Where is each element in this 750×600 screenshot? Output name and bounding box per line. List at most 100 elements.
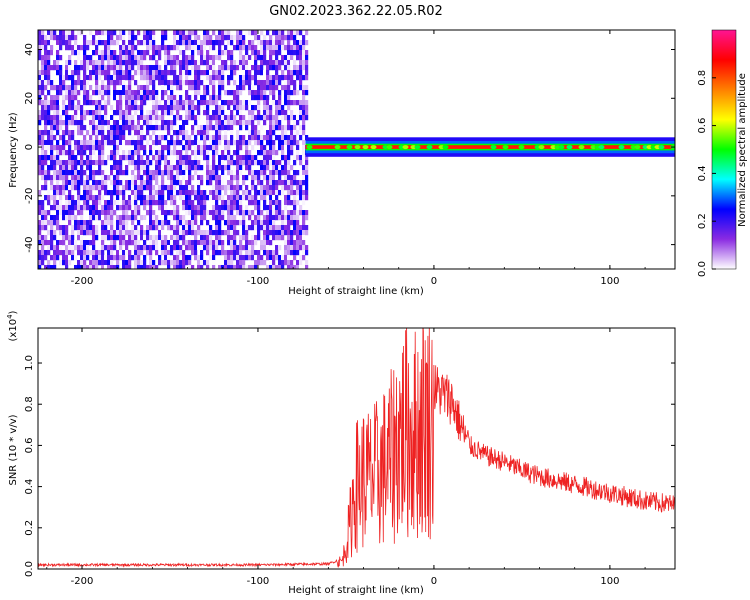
heatmap-cell <box>128 100 132 106</box>
heatmap-cell <box>44 100 48 106</box>
heatmap-cell <box>56 170 60 176</box>
heatmap-cell <box>266 240 270 246</box>
heatmap-cell <box>131 220 135 226</box>
heatmap-cell <box>152 170 156 176</box>
heatmap-cell <box>278 110 282 116</box>
heatmap-cell <box>98 130 102 136</box>
heatmap-cell <box>41 235 45 241</box>
heatmap-cell <box>47 120 51 126</box>
heatmap-cell <box>257 135 261 141</box>
heatmap-cell <box>62 40 66 46</box>
x-tick-label: -100 <box>247 276 270 287</box>
heatmap-cell <box>101 245 105 251</box>
heatmap-cell <box>233 35 237 41</box>
heatmap-cell <box>173 115 177 121</box>
heatmap-cell <box>233 45 237 51</box>
heatmap-cell <box>263 160 267 166</box>
heatmap-cell <box>164 250 168 256</box>
heatmap-cell <box>44 195 48 201</box>
heatmap-cell <box>38 40 42 46</box>
heatmap-cell <box>254 55 258 61</box>
heatmap-cell <box>68 240 72 246</box>
heatmap-cell <box>293 45 297 51</box>
heatmap-cell <box>233 225 237 231</box>
heatmap-cell <box>263 105 267 111</box>
heatmap-cell <box>281 105 285 111</box>
heatmap-cell <box>44 45 48 51</box>
heatmap-cell <box>101 55 105 61</box>
heatmap-cell <box>215 95 219 101</box>
heatmap-cell <box>203 240 207 246</box>
heatmap-cell <box>245 50 249 56</box>
heatmap-cell <box>185 70 189 76</box>
heatmap-cell <box>215 185 219 191</box>
heatmap-cell <box>197 40 201 46</box>
heatmap-cell <box>239 240 243 246</box>
heatmap-cell <box>158 240 162 246</box>
heatmap-cell <box>299 160 303 166</box>
heatmap-cell <box>77 30 81 36</box>
heatmap-cell <box>182 205 186 211</box>
heatmap-cell <box>233 230 237 236</box>
heatmap-cell <box>254 80 258 86</box>
heatmap-cell <box>119 235 123 241</box>
heatmap-cell <box>44 180 48 186</box>
heatmap-cell <box>149 160 153 166</box>
heatmap-cell <box>239 265 243 269</box>
heatmap-cell <box>206 35 210 41</box>
heatmap-cell <box>113 180 117 186</box>
heatmap-cell <box>149 125 153 131</box>
heatmap-cell <box>119 50 123 56</box>
heatmap-cell <box>173 230 177 236</box>
heatmap-cell <box>248 110 252 116</box>
heatmap-cell <box>173 260 177 266</box>
heatmap-cell <box>119 110 123 116</box>
heatmap-cell <box>62 75 66 81</box>
heatmap-cell <box>95 170 99 176</box>
heatmap-cell <box>98 100 102 106</box>
heatmap-cell <box>86 180 90 186</box>
heatmap-cell <box>119 245 123 251</box>
heatmap-cell <box>161 240 165 246</box>
heatmap-cell <box>188 205 192 211</box>
heatmap-cell <box>218 45 222 51</box>
heatmap-cell <box>65 260 69 266</box>
heatmap-cell <box>224 175 228 181</box>
heatmap-cell <box>302 40 306 46</box>
heatmap-cell <box>236 265 240 269</box>
heatmap-cell <box>203 190 207 196</box>
heatmap-cell <box>224 60 228 66</box>
heatmap-cell <box>185 45 189 51</box>
heatmap-cell <box>59 165 63 171</box>
heatmap-cell <box>206 70 210 76</box>
heatmap-cell <box>203 35 207 41</box>
heatmap-cell <box>239 250 243 256</box>
signal-blob <box>442 145 449 150</box>
heatmap-cell <box>260 180 264 186</box>
heatmap-cell <box>203 90 207 96</box>
heatmap-cell <box>65 110 69 116</box>
heatmap-cell <box>122 125 126 131</box>
heatmap-cell <box>290 115 294 121</box>
heatmap-cell <box>218 70 222 76</box>
heatmap-cell <box>260 210 264 216</box>
heatmap-cell <box>266 95 270 101</box>
heatmap-cell <box>200 265 204 269</box>
heatmap-cell <box>296 250 300 256</box>
heatmap-cell <box>137 260 141 266</box>
heatmap-cell <box>182 240 186 246</box>
heatmap-cell <box>263 245 267 251</box>
heatmap-cell <box>185 260 189 266</box>
heatmap-cell <box>38 235 42 241</box>
heatmap-cell <box>164 170 168 176</box>
heatmap-cell <box>185 240 189 246</box>
heatmap-cell <box>53 185 57 191</box>
heatmap-cell <box>218 225 222 231</box>
heatmap-cell <box>266 130 270 136</box>
heatmap-cell <box>239 55 243 61</box>
heatmap-cell <box>158 170 162 176</box>
heatmap-cell <box>296 190 300 196</box>
heatmap-cell <box>170 225 174 231</box>
heatmap-cell <box>188 145 192 151</box>
heatmap-cell <box>92 70 96 76</box>
